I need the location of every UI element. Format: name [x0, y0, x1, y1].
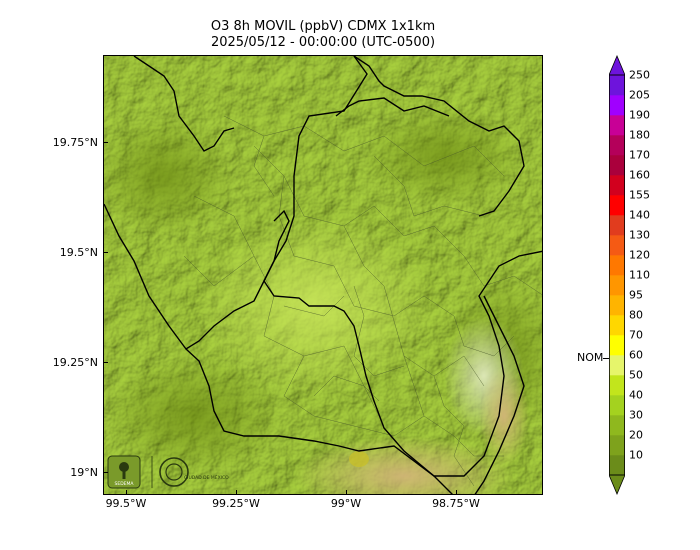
colorbar-segment — [609, 335, 625, 356]
municipal-boundaries — [183, 115, 542, 487]
colorbar-segment — [609, 95, 625, 116]
lat-tick-19-5: 19.5°N — [59, 246, 98, 259]
colorbar-segment — [609, 415, 625, 436]
colorbar-label: 10 — [629, 448, 643, 462]
lon-tick-98-75: 98.75°W — [432, 497, 480, 510]
colorbar-label: 160 — [629, 168, 650, 182]
lon-tick-99: 99°W — [330, 497, 362, 510]
colorbar-segment — [609, 115, 625, 136]
colorbar-label: 205 — [629, 88, 650, 102]
cdmx-seal-logo — [159, 457, 189, 487]
colorbar-segment — [609, 195, 625, 216]
map-logos: SEDEMA CIUDAD DE MÉXICO — [107, 455, 229, 489]
colorbar-segment — [609, 215, 625, 236]
nom-tickmark — [603, 358, 609, 359]
ozone-map-canvas: SEDEMA CIUDAD DE MÉXICO — [104, 56, 542, 494]
colorbar-label: 140 — [629, 208, 650, 222]
lon-tickmark — [346, 490, 347, 495]
colorbar-segment — [609, 455, 625, 476]
lon-tick-99-25: 99.25°W — [212, 497, 260, 510]
colorbar-segment — [609, 275, 625, 296]
colorbar-label: 80 — [629, 308, 643, 322]
lon-tickmark — [236, 490, 237, 495]
lon-tick-99-5: 99.5°W — [105, 497, 147, 510]
colorbar-label: 155 — [629, 188, 650, 202]
colorbar-label: 170 — [629, 148, 650, 162]
colorbar-label: 30 — [629, 408, 643, 422]
lon-tickmark — [456, 490, 457, 495]
colorbar-segment — [609, 395, 625, 416]
lat-tickmark — [103, 472, 108, 473]
colorbar — [609, 55, 625, 495]
lat-tick-19-75: 19.75°N — [52, 136, 98, 149]
colorbar-segment — [609, 375, 625, 396]
colorbar-label: 40 — [629, 388, 643, 402]
map-title: O3 8h MOVIL (ppbV) CDMX 1x1km 2025/05/12… — [103, 19, 543, 51]
nom-label: NOM — [577, 351, 604, 364]
colorbar-label: 60 — [629, 348, 643, 362]
colorbar-label: 130 — [629, 228, 650, 242]
lat-tickmark — [103, 252, 108, 253]
colorbar-segment — [609, 75, 625, 96]
colorbar-label: 20 — [629, 428, 643, 442]
tree-icon — [119, 462, 129, 472]
colorbar-label: 70 — [629, 328, 643, 342]
colorbar-segment — [609, 135, 625, 156]
ozone-map: SEDEMA CIUDAD DE MÉXICO — [103, 55, 543, 495]
colorbar-segment — [609, 315, 625, 336]
colorbar-max-arrow — [609, 55, 625, 76]
colorbar-segment — [609, 235, 625, 256]
title-line-2: 2025/05/12 - 00:00:00 (UTC-0500) — [210, 35, 436, 50]
colorbar-segment — [609, 155, 625, 176]
cdmx-logo-text: CIUDAD DE MÉXICO — [184, 473, 229, 481]
lat-tickmark — [103, 142, 108, 143]
title-line-1: O3 8h MOVIL (ppbV) CDMX 1x1km — [210, 19, 436, 34]
colorbar-label: 190 — [629, 108, 650, 122]
terrain-layer — [104, 56, 542, 494]
colorbar-segment — [609, 175, 625, 196]
colorbar-label: 180 — [629, 128, 650, 142]
lat-tickmark — [103, 362, 108, 363]
sedema-logo-text: SEDEMA — [115, 481, 135, 487]
colorbar-segment — [609, 355, 625, 376]
state-boundaries — [104, 56, 542, 494]
lat-tick-19-25: 19.25°N — [52, 356, 98, 369]
colorbar-label: 120 — [629, 248, 650, 262]
lat-tick-19: 19°N — [70, 466, 98, 479]
lon-tickmark — [126, 490, 127, 495]
colorbar-min-arrow — [609, 474, 625, 495]
colorbar-label: 50 — [629, 368, 643, 382]
colorbar-label: 95 — [629, 288, 643, 302]
colorbar-label: 110 — [629, 268, 650, 282]
colorbar-segment — [609, 255, 625, 276]
colorbar-segment — [609, 435, 625, 456]
colorbar-label: 250 — [629, 68, 650, 82]
colorbar-segment — [609, 295, 625, 316]
